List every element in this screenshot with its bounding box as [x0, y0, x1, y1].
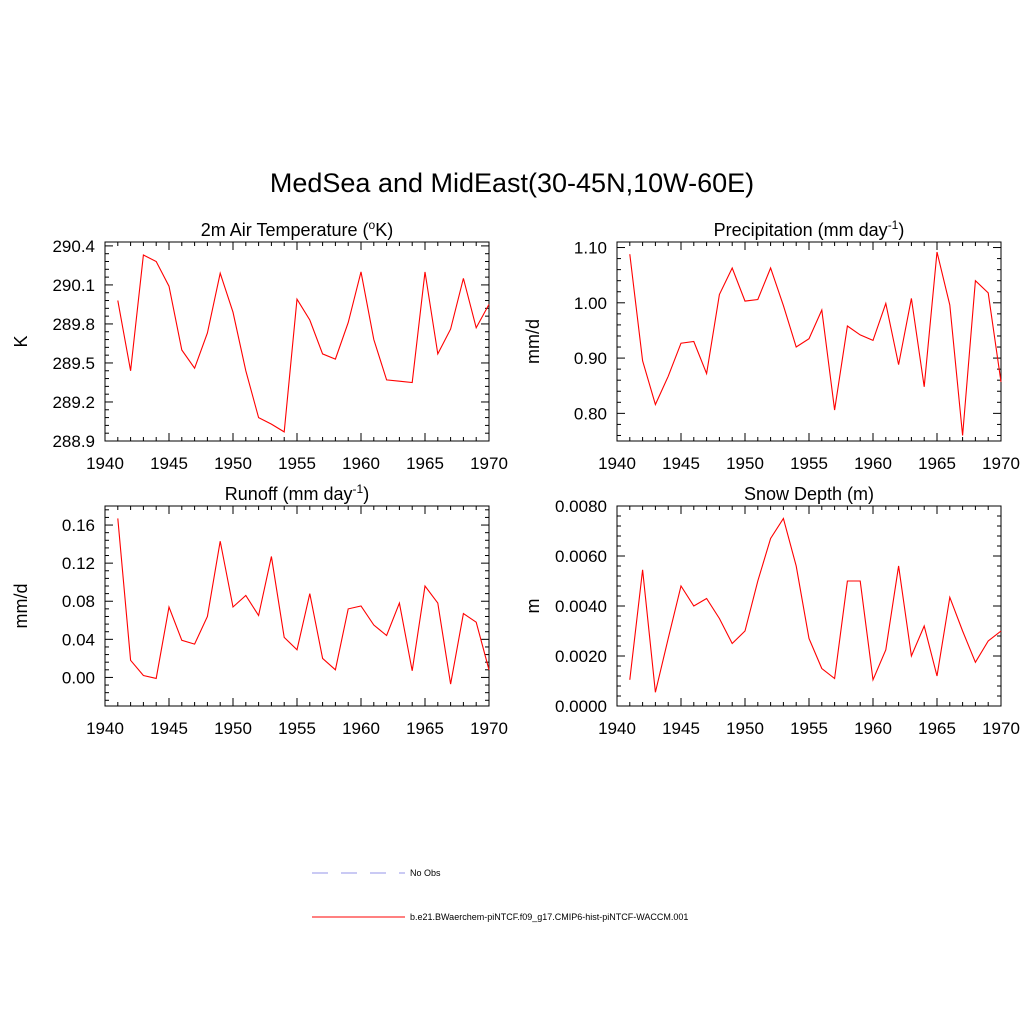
chart-panel-snow-depth: 1940 1945 1950 1955 1960 1965 1970 0.0000 0.0020…	[523, 484, 1020, 738]
panel-title: 2m Air Temperature (oK)	[201, 218, 393, 240]
x-tick-label: 1965	[918, 454, 956, 473]
y-axis-label: mm/d	[11, 584, 31, 629]
plot-frame	[616, 241, 1002, 442]
x-tick-label: 1950	[214, 454, 252, 473]
plot-frame	[616, 505, 1002, 707]
chart-panel-precipitation: 1940 1945 1950 1955 1960 1965 1970 0.80 0.90 1.00…	[523, 218, 1020, 473]
x-tick-label: 1960	[342, 454, 380, 473]
y-axis-label: m	[523, 599, 543, 614]
x-tick-label: 1945	[662, 454, 700, 473]
panel-title: Runoff (mm day-1)	[225, 482, 369, 504]
x-tick-label: 1970	[982, 719, 1020, 738]
x-tick-label: 1955	[790, 719, 828, 738]
x-tick-label: 1940	[86, 454, 124, 473]
x-tick-label: 1970	[470, 454, 508, 473]
series-line-temperature	[117, 254, 490, 433]
x-tick-label: 1955	[278, 454, 316, 473]
plot-frame	[104, 241, 490, 442]
y-tick-label: 1.00	[574, 294, 607, 313]
x-tick-label: 1955	[278, 719, 316, 738]
y-tick-label: 0.0060	[555, 547, 607, 566]
x-tick-label: 1945	[150, 454, 188, 473]
y-tick-label: 0.0000	[555, 697, 607, 716]
x-tick-label: 1965	[918, 719, 956, 738]
x-tick-label: 1955	[790, 454, 828, 473]
y-tick-label: 0.90	[574, 349, 607, 368]
main-title: MedSea and MidEast(30-45N,10W-60E)	[269, 168, 755, 198]
legend-obs-label: No Obs	[410, 868, 441, 878]
panel-title: Snow Depth (m)	[744, 484, 874, 504]
y-tick-label: 0.0080	[555, 497, 607, 516]
x-tick-label: 1960	[342, 719, 380, 738]
y-tick-label: 290.4	[52, 237, 95, 256]
y-tick-label: 0.00	[62, 668, 95, 687]
x-tick-label: 1945	[662, 719, 700, 738]
y-tick-label: 290.1	[52, 276, 95, 295]
legend-model-label: b.e21.BWaerchem-piNTCF.f09_g17.CMIP6-his…	[410, 912, 688, 922]
x-tick-label: 1965	[406, 719, 444, 738]
chart-panel-temperature: 1940 1945 1950 1955 1960 1965 1970 288.9 289.2 28…	[11, 218, 508, 473]
y-tick-label: 0.80	[574, 404, 607, 423]
y-axis-label: K	[11, 335, 31, 347]
legend: No Obs b.e21.BWaerchem-piNTCF.f09_g17.CMI…	[312, 868, 688, 922]
y-tick-label: 0.04	[62, 630, 95, 649]
y-tick-label: 288.9	[52, 432, 95, 451]
x-tick-label: 1960	[854, 454, 892, 473]
plot-frame	[104, 505, 490, 707]
panel-title: Precipitation (mm day-1)	[714, 218, 905, 240]
y-tick-label: 0.0020	[555, 647, 607, 666]
x-tick-label: 1950	[726, 719, 764, 738]
x-tick-label: 1950	[214, 719, 252, 738]
series-line-precipitation	[629, 251, 1002, 436]
x-tick-label: 1965	[406, 454, 444, 473]
x-tick-label: 1940	[598, 719, 636, 738]
x-tick-label: 1940	[86, 719, 124, 738]
y-tick-label: 0.08	[62, 592, 95, 611]
x-tick-label: 1945	[150, 719, 188, 738]
y-tick-label: 0.12	[62, 554, 95, 573]
chart-panel-runoff: 1940 1945 1950 1955 1960 1965 1970 0.00 0.04 0.08…	[11, 482, 508, 738]
y-tick-label: 0.0040	[555, 597, 607, 616]
x-tick-label: 1950	[726, 454, 764, 473]
x-tick-label: 1970	[470, 719, 508, 738]
y-tick-label: 0.16	[62, 516, 95, 535]
y-tick-label: 289.8	[52, 315, 95, 334]
y-tick-label: 1.10	[574, 239, 607, 258]
series-line-runoff	[117, 518, 490, 685]
x-tick-label: 1960	[854, 719, 892, 738]
x-tick-label: 1970	[982, 454, 1020, 473]
y-axis-label: mm/d	[523, 319, 543, 364]
y-tick-label: 289.5	[52, 354, 95, 373]
series-line-snow-depth	[629, 517, 1002, 693]
x-tick-label: 1940	[598, 454, 636, 473]
y-tick-label: 289.2	[52, 393, 95, 412]
